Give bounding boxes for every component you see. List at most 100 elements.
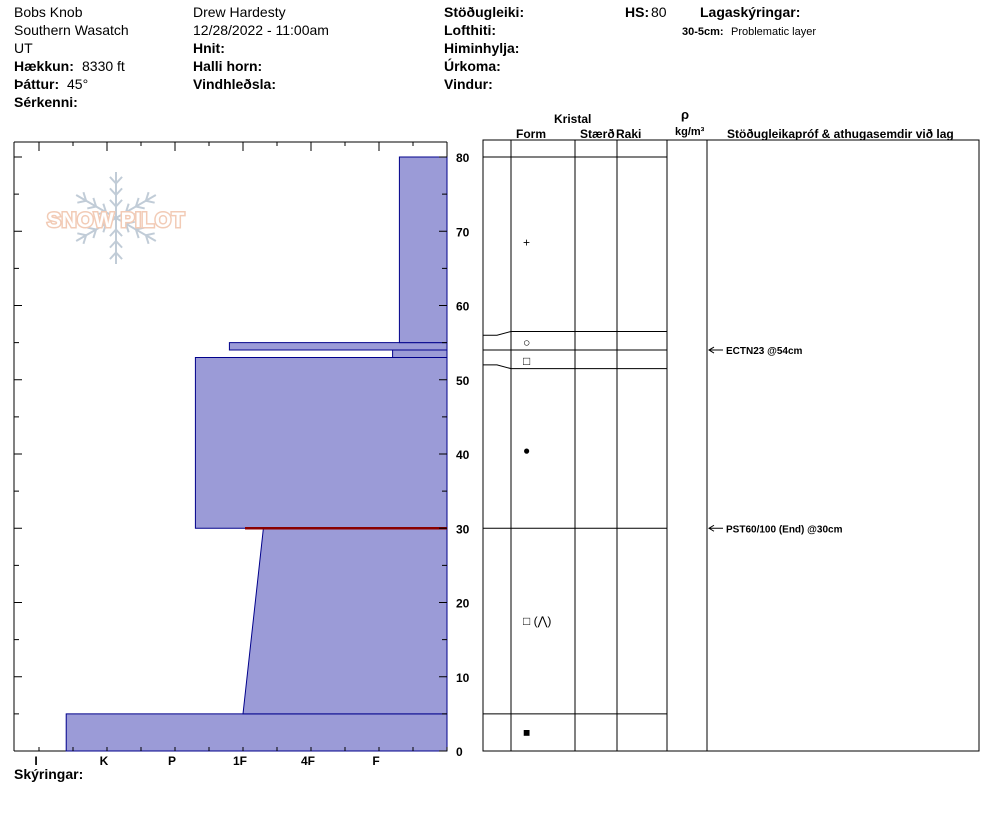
- snowpilot-logo: SNOW PILOT: [46, 172, 186, 264]
- flake-branch: [102, 223, 107, 233]
- stability-test-arrow: [708, 524, 723, 532]
- flake-branch: [125, 203, 130, 213]
- flake-arm: [75, 217, 117, 242]
- slope-label: Halli horn:: [193, 58, 263, 74]
- hardness-layer: [194, 356, 448, 529]
- flake-branch: [115, 240, 123, 249]
- grain-form-symbol: ●: [523, 443, 530, 457]
- flake-branch: [145, 232, 155, 237]
- flake-branch: [115, 251, 123, 260]
- flake-branch: [82, 191, 88, 202]
- grain-forms: + ○ □ ● □ (⋀) ■: [523, 235, 551, 739]
- hardness-tick-label: P: [168, 754, 176, 768]
- hardness-tick-label: I: [34, 754, 37, 768]
- size-header: Stærð: [580, 127, 615, 141]
- layer-note-depth: 30-5cm:: [682, 26, 724, 38]
- depth-tick-label: 20: [456, 597, 470, 611]
- depth-tick-label: 0: [456, 745, 463, 759]
- flake-branch: [134, 229, 140, 239]
- flake-branch: [92, 229, 98, 239]
- depth-tick-label: 50: [456, 374, 470, 388]
- range-name: Southern Wasatch: [14, 22, 129, 38]
- layer-table: [482, 139, 980, 752]
- flake-branch: [102, 203, 107, 213]
- flake-branch: [144, 234, 150, 245]
- wind-loading-label: Vindhleðsla:: [193, 76, 276, 92]
- grain-form-symbol: ■: [523, 725, 530, 739]
- flake-branch: [97, 211, 107, 216]
- sky-label: Himinhylja:: [444, 40, 520, 56]
- flake-branch: [109, 176, 117, 185]
- flake-branch: [134, 197, 140, 207]
- hardness-layer: [392, 349, 448, 358]
- observation-datetime: 12/28/2022 - 11:00am: [193, 22, 329, 38]
- flake-branch: [125, 223, 130, 233]
- flake-branch: [87, 205, 97, 210]
- layer-connector: [483, 331, 512, 336]
- depth-tick-label: 80: [456, 151, 470, 165]
- flake-branch: [109, 251, 117, 260]
- stability-comments-header: Stöðugleikapróf & athugasemdir við lag: [727, 127, 954, 141]
- specifics-label: Sérkenni:: [14, 94, 78, 110]
- hardness-tick-label: K: [100, 754, 109, 768]
- coords-label: Hnit:: [193, 40, 225, 56]
- depth-tick-label: 40: [456, 448, 470, 462]
- flake-branch: [109, 187, 117, 196]
- flake-branch: [115, 228, 123, 237]
- depth-tick-label: 70: [456, 225, 470, 239]
- hs-label: HS:: [625, 4, 650, 20]
- flake-branch: [115, 199, 123, 208]
- stability-test-arrow: [708, 346, 723, 354]
- flake-branch: [109, 240, 117, 249]
- hardness-layer: [65, 713, 448, 752]
- observer-name: Drew Hardesty: [193, 4, 286, 20]
- hs-value: 80: [651, 4, 667, 20]
- density-symbol: ρ: [681, 107, 690, 122]
- state-name: UT: [14, 40, 33, 56]
- moisture-header: Raki: [616, 127, 642, 141]
- location-name: Bobs Knob: [14, 4, 83, 20]
- depth-tick-label: 60: [456, 300, 470, 314]
- comments-label: Skýringar:: [14, 766, 84, 782]
- hardness-tick-label: 1F: [233, 754, 247, 768]
- flake-branch: [82, 234, 88, 245]
- grain-form-symbol: □: [523, 354, 530, 368]
- elevation-label: Hækkun:: [14, 58, 74, 74]
- layer-note-text: Problematic layer: [731, 26, 816, 38]
- aspect-value: 45°: [67, 76, 89, 92]
- flake-branch: [97, 220, 107, 225]
- stability-label: Stöðugleiki:: [444, 4, 525, 20]
- stability-test-label: PST60/100 (End) @30cm: [726, 524, 843, 535]
- table-frame: [482, 139, 980, 752]
- flake-branch: [87, 226, 97, 231]
- flake-branch: [109, 228, 117, 237]
- stability-tests: ECTN23 @54cm PST60/100 (End) @30cm: [708, 346, 843, 535]
- grain-form-symbol: □ (⋀): [523, 614, 551, 628]
- flake-branch: [115, 176, 123, 185]
- flake-branch: [77, 199, 87, 204]
- density-unit: kg/m³: [675, 126, 705, 138]
- wind-label: Vindur:: [444, 76, 493, 92]
- grain-form-symbol: ○: [523, 336, 530, 350]
- hardness-tick-label: F: [372, 754, 379, 768]
- flake-branch: [135, 205, 145, 210]
- depth-axis: 0 10 20 30 40 50 60 70 80: [14, 151, 470, 759]
- hardness-layer: [228, 342, 448, 351]
- flake-branch: [115, 187, 123, 196]
- depth-tick-label: 10: [456, 671, 470, 685]
- flake-branch: [125, 211, 135, 216]
- flake-branch: [145, 199, 155, 204]
- layer-connector: [483, 364, 512, 370]
- hardness-axis: I K P 1F 4F F: [34, 142, 448, 768]
- crystal-header: Kristal: [554, 112, 592, 126]
- layer-notes-label: Lagaskýringar:: [700, 4, 801, 20]
- stability-test-label: ECTN23 @54cm: [726, 346, 803, 357]
- flake-branch: [92, 197, 98, 207]
- flake-branch: [109, 199, 117, 208]
- flake-arm: [75, 194, 117, 219]
- snowflake-icon: [75, 172, 157, 264]
- hardness-layer: [242, 527, 448, 715]
- hardness-profile: [65, 156, 448, 752]
- air-temp-label: Lofthiti:: [444, 22, 497, 38]
